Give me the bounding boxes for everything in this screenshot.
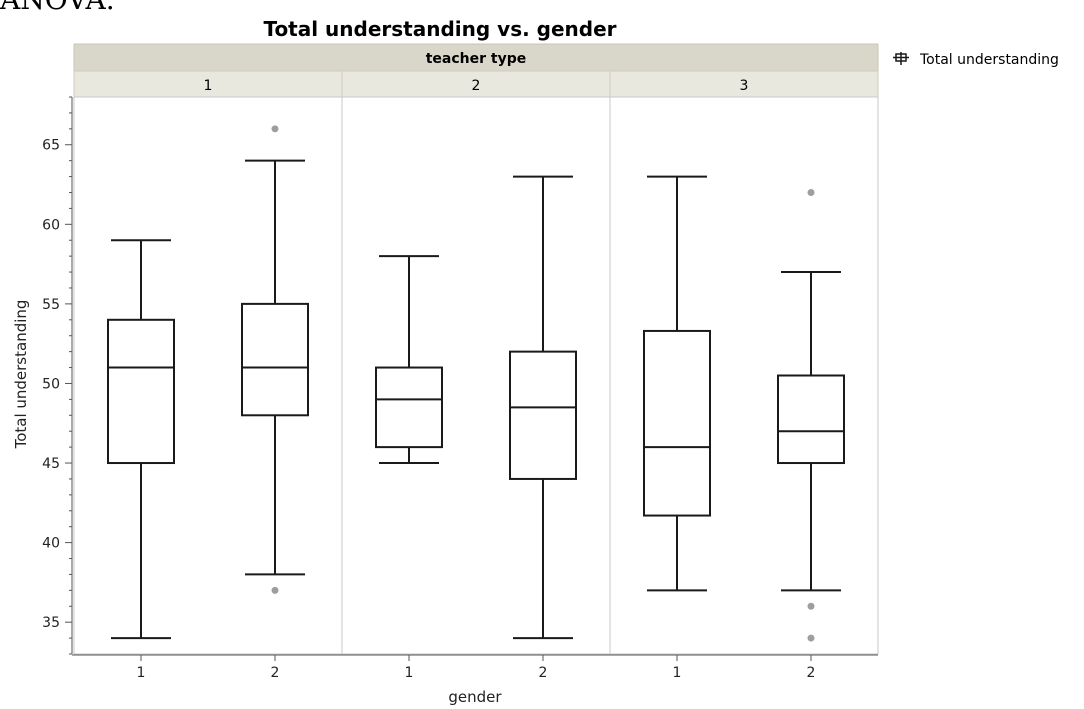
box-iqr bbox=[241, 302, 309, 417]
outlier-point bbox=[271, 125, 279, 133]
y-tick-label: 40 bbox=[42, 536, 60, 552]
legend: Total understanding bbox=[893, 52, 1059, 68]
y-tick-label: 55 bbox=[42, 297, 60, 313]
outlier-point bbox=[271, 586, 279, 594]
panel-label: 1 bbox=[204, 78, 213, 94]
panel-label: 3 bbox=[740, 78, 749, 94]
outlier-point bbox=[807, 188, 815, 196]
outlier-point bbox=[807, 602, 815, 610]
y-axis-label: Total understanding bbox=[12, 300, 30, 450]
panel-label: 2 bbox=[472, 78, 481, 94]
legend-label: Total understanding bbox=[919, 52, 1059, 68]
panel-header-label: teacher type bbox=[426, 51, 527, 67]
panel-frame bbox=[609, 96, 879, 655]
panel-header-strip bbox=[73, 43, 879, 72]
panel-subheader bbox=[73, 70, 343, 98]
panel-subheader bbox=[341, 70, 611, 98]
x-tick-label: 1 bbox=[405, 665, 414, 681]
box-iqr bbox=[509, 350, 577, 480]
outlier-point bbox=[807, 634, 815, 642]
y-tick-label: 65 bbox=[42, 138, 60, 154]
y-tick-label: 50 bbox=[42, 376, 60, 392]
x-tick-label: 1 bbox=[137, 665, 146, 681]
x-tick-label: 2 bbox=[271, 665, 280, 681]
chart-title: Total understanding vs. gender bbox=[263, 17, 616, 41]
x-axis-label: gender bbox=[448, 688, 502, 706]
legend-boxplot-icon bbox=[893, 52, 909, 65]
x-tick-label: 1 bbox=[673, 665, 682, 681]
box-iqr bbox=[643, 329, 711, 517]
x-tick-label: 2 bbox=[807, 665, 816, 681]
box-iqr bbox=[107, 318, 175, 465]
y-tick-label: 60 bbox=[42, 217, 60, 233]
box-iqr bbox=[777, 374, 845, 465]
y-tick-label: 45 bbox=[42, 456, 60, 472]
top-text: ANOVA. bbox=[0, 0, 115, 14]
panel-subheader bbox=[609, 70, 879, 98]
box-iqr bbox=[375, 366, 443, 449]
y-tick-label: 35 bbox=[42, 615, 60, 631]
x-tick-label: 2 bbox=[539, 665, 548, 681]
